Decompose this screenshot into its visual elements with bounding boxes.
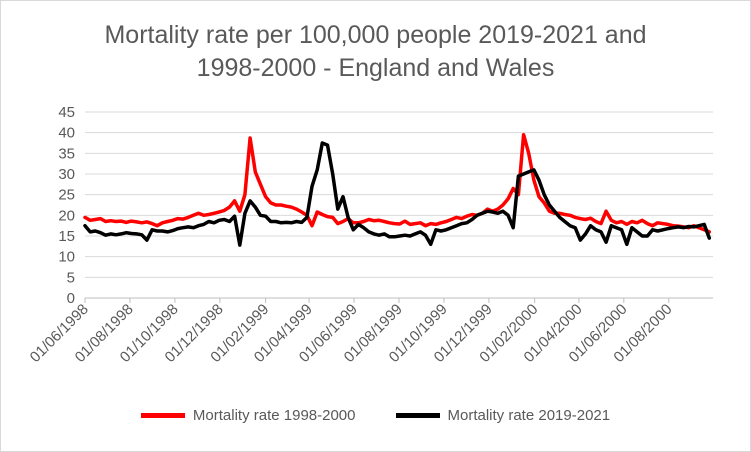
y-tick-label: 25: [58, 187, 75, 204]
y-tick-label: 15: [58, 228, 75, 245]
legend-swatch-black: [395, 413, 440, 418]
x-axis-ticks: 01/06/199801/08/199801/10/199801/12/1998…: [27, 298, 676, 366]
series-line-0: [83, 132, 712, 234]
y-tick-label: 30: [58, 166, 75, 183]
y-tick-label: 35: [58, 145, 75, 162]
y-tick-label: 0: [67, 290, 75, 307]
legend-label: Mortality rate 2019-2021: [447, 407, 611, 424]
y-axis-ticks: 0 5 10 15 20 25 30 35 40 45: [58, 104, 75, 307]
y-tick-label: 10: [58, 249, 75, 266]
y-tick-label: 5: [67, 269, 75, 286]
chart-title: Mortality rate per 100,000 people 2019-2…: [1, 19, 750, 85]
chart-title-line-2: 1998-2000 - England and Wales: [196, 54, 555, 82]
grid-lines: [85, 111, 713, 299]
y-tick-label: 40: [58, 125, 75, 142]
series-line-1: [83, 141, 712, 247]
legend: Mortality rate 1998-2000 Mortality rate …: [1, 407, 750, 424]
y-tick-label: 20: [58, 207, 75, 224]
series-lines: [83, 132, 712, 247]
legend-item-2019-2021: Mortality rate 2019-2021: [395, 407, 611, 424]
chart-title-line-1: Mortality rate per 100,000 people 2019-2…: [104, 21, 647, 49]
legend-swatch-red: [140, 413, 185, 418]
y-tick-label: 45: [58, 104, 75, 121]
legend-label: Mortality rate 1998-2000: [192, 407, 356, 424]
legend-item-1998-2000: Mortality rate 1998-2000: [140, 407, 356, 424]
